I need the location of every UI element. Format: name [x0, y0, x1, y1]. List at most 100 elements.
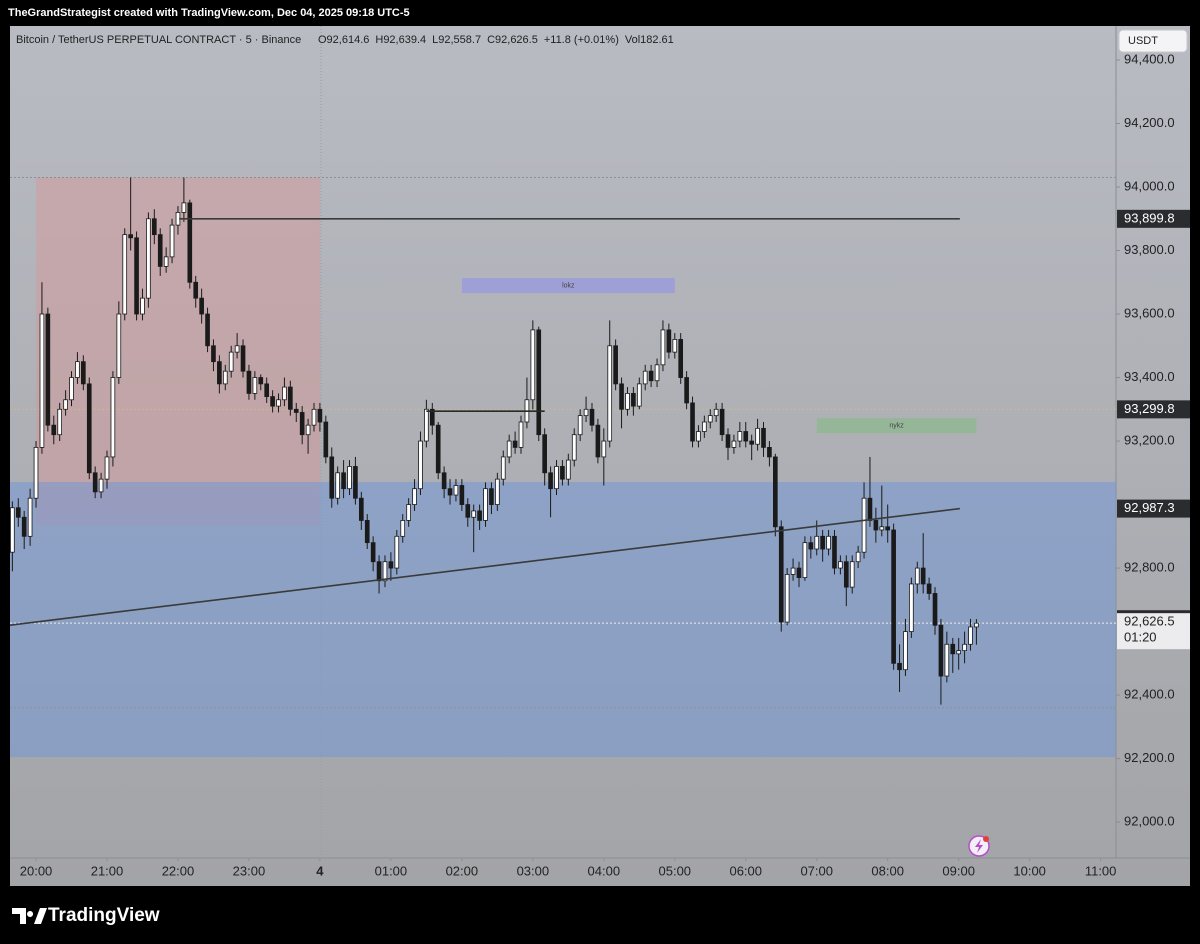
candle-body — [542, 434, 547, 474]
candle-body — [412, 488, 417, 505]
candle-body — [891, 529, 896, 664]
y-tick-label: 92,400.0 — [1124, 687, 1175, 702]
candle-body — [566, 459, 571, 480]
candle-body — [784, 574, 790, 623]
candle-body — [838, 561, 843, 569]
candle-body — [909, 583, 914, 632]
candle-body — [660, 329, 666, 366]
candle-body — [885, 526, 891, 531]
candle-body — [228, 351, 234, 372]
candle-body — [731, 440, 737, 448]
candle-body — [932, 593, 938, 626]
legend-value: O92,614.6 — [318, 34, 369, 46]
price-tag-label: 93,899.8 — [1124, 210, 1175, 225]
candle-body — [122, 234, 128, 315]
candle-body — [15, 507, 21, 518]
currency-button[interactable] — [1118, 29, 1188, 53]
candle-body — [631, 393, 636, 407]
candle-body — [453, 485, 459, 496]
x-tick-label: 09:00 — [942, 863, 975, 878]
candle-body — [394, 535, 400, 569]
candle-body — [21, 516, 27, 537]
legend-value: +11.8 (+0.01%) — [544, 34, 619, 46]
candle-body — [276, 399, 281, 407]
price-tag-label: 93,299.8 — [1124, 401, 1175, 416]
candle-body — [601, 440, 607, 458]
candle-body — [583, 408, 589, 417]
candle-body — [773, 456, 778, 528]
candle-body — [299, 412, 305, 436]
brand-logo: TradingView — [12, 905, 160, 926]
candle-body — [146, 218, 151, 299]
candle-body — [305, 424, 311, 436]
candle-body — [288, 386, 293, 410]
candle-body — [778, 526, 784, 623]
alert-icon[interactable] — [968, 835, 990, 857]
alert-icon-bolt — [975, 839, 983, 853]
y-tick-label: 92,000.0 — [1124, 814, 1175, 829]
candle-body — [713, 408, 719, 417]
candle-body — [45, 313, 51, 426]
y-tick-label: 93,400.0 — [1124, 369, 1175, 384]
x-tick-label: 4 — [316, 863, 324, 878]
overlay: 93,899.893,299.892,987.392,639.092,626.5… — [1117, 209, 1190, 650]
current-price-label: 92,626.5 — [1124, 614, 1175, 629]
candle-body — [193, 281, 199, 299]
candle-body — [843, 561, 849, 588]
candle-body — [353, 466, 358, 499]
candle-body — [424, 408, 429, 442]
candle-body — [790, 567, 796, 575]
candle-body — [258, 377, 264, 385]
candle-body — [311, 408, 317, 426]
currency-label[interactable]: USDT — [1128, 35, 1158, 47]
candle-body — [329, 456, 335, 499]
candle-body — [181, 202, 187, 213]
y-tick-label: 94,400.0 — [1124, 51, 1175, 66]
candle-body — [607, 345, 613, 442]
candle-body — [10, 507, 15, 553]
alert-dot — [983, 836, 989, 842]
y-tick-label: 93,600.0 — [1124, 305, 1175, 320]
candle-body — [589, 408, 595, 426]
candle-body — [737, 431, 743, 442]
candle-body — [506, 440, 512, 458]
candle-body — [246, 370, 252, 394]
candle-body — [471, 510, 477, 518]
candle-body — [441, 472, 447, 490]
candle-body — [151, 218, 157, 236]
x-tick-label: 20:00 — [20, 863, 53, 878]
candle-body — [382, 561, 388, 582]
candle-body — [435, 424, 441, 474]
x-tick-label: 21:00 — [91, 863, 124, 878]
candle-body — [116, 313, 122, 378]
candle-body — [595, 424, 601, 458]
candle-body — [974, 622, 979, 628]
candle-body — [571, 434, 577, 461]
candle-body — [560, 466, 565, 480]
x-tick-label: 03:00 — [517, 863, 550, 878]
candle-body — [110, 377, 116, 458]
candle-body — [240, 345, 246, 372]
candle-body — [648, 370, 654, 382]
candle-body — [418, 440, 423, 490]
candle-body — [554, 466, 559, 490]
candle-body — [761, 427, 766, 448]
candle-body — [388, 561, 394, 569]
candle-body — [500, 456, 506, 480]
x-tick-label: 11:00 — [1085, 863, 1117, 878]
legend-value: Vol182.61 — [625, 34, 674, 46]
candle-body — [33, 446, 39, 499]
candle-body — [364, 520, 370, 544]
candle-body — [968, 626, 973, 645]
candle-body — [104, 456, 110, 480]
y-tick-label: 92,200.0 — [1124, 750, 1175, 765]
candle-body — [743, 431, 749, 442]
candle-body — [63, 399, 68, 410]
candle-body — [619, 383, 624, 410]
candle-body — [376, 561, 382, 582]
candle-body — [873, 520, 879, 531]
candle-body — [51, 424, 57, 436]
candle-body — [749, 440, 754, 445]
plot-area: lokz nykz — [10, 176, 1116, 758]
